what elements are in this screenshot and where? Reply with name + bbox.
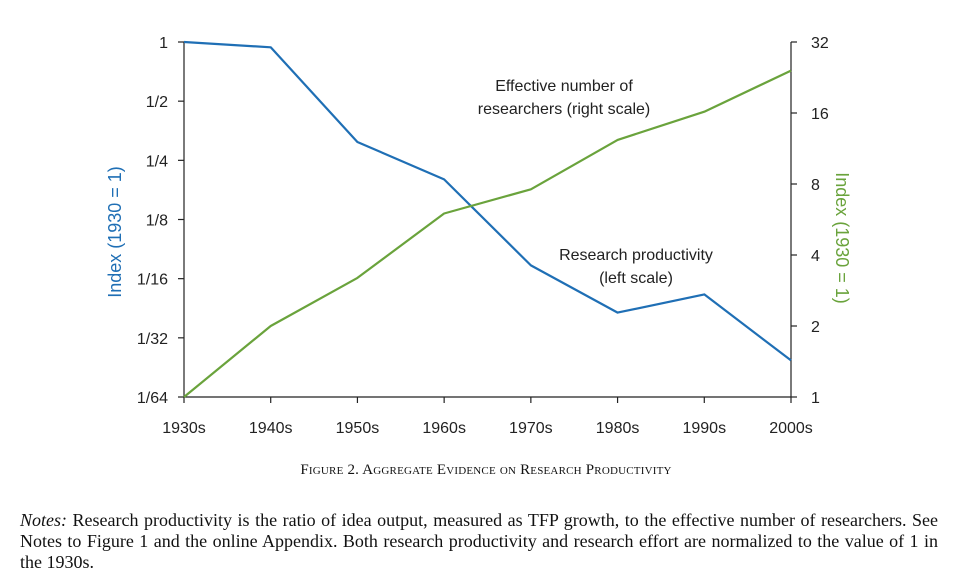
effective-researchers-line — [183, 69, 792, 398]
left-tick-label: 1 — [159, 35, 168, 52]
chart: 1 1/2 1/4 1/8 1/16 1/32 1/64 1 2 4 8 16 32 1930s 1940s… — [105, 35, 852, 437]
figure-notes: Notes: Research productivity is the rati… — [20, 510, 938, 573]
x-tick-label: 1930s — [162, 420, 206, 437]
axis-titles: Index (1930 = 1) Index (1930 = 1) — [105, 166, 852, 304]
x-tick-label: 1960s — [422, 420, 466, 437]
series-layer — [183, 40, 792, 398]
right-tick-label: 32 — [811, 35, 829, 52]
annotations: Research productivity (left scale) Effecti… — [478, 78, 713, 287]
left-tick-label: 1/16 — [137, 272, 168, 289]
left-axis-title: Index (1930 = 1) — [105, 166, 125, 298]
right-axis-title: Index (1930 = 1) — [832, 172, 852, 304]
right-tick-label: 16 — [811, 106, 829, 123]
researchers-annotation: researchers (right scale) — [478, 101, 651, 118]
right-tick-label: 4 — [811, 248, 820, 265]
left-tick-label: 1/32 — [137, 331, 168, 348]
left-tick-label: 1/64 — [137, 390, 168, 407]
research-productivity-line — [183, 40, 792, 362]
ticks: 1 1/2 1/4 1/8 1/16 1/32 1/64 1 2 4 8 16 32 1930s 1940s… — [137, 35, 829, 437]
figure-caption: Figure 2. Aggregate Evidence on Research… — [300, 462, 672, 478]
x-tick-label: 1950s — [336, 420, 380, 437]
productivity-annotation: Research productivity — [559, 247, 713, 264]
notes-text: Research productivity is the ratio of id… — [20, 510, 938, 572]
left-tick-label: 1/4 — [146, 153, 168, 170]
x-tick-label: 1990s — [682, 420, 726, 437]
x-tick-label: 1940s — [249, 420, 293, 437]
x-tick-label: 2000s — [769, 420, 813, 437]
left-tick-label: 1/2 — [146, 94, 168, 111]
left-tick-label: 1/8 — [146, 213, 168, 230]
right-tick-label: 8 — [811, 177, 820, 194]
productivity-annotation: (left scale) — [599, 270, 673, 287]
notes-label: Notes: — [20, 510, 67, 530]
right-tick-label: 2 — [811, 319, 820, 336]
right-tick-label: 1 — [811, 390, 820, 407]
axes — [183, 42, 792, 398]
researchers-annotation: Effective number of — [495, 78, 633, 95]
x-tick-label: 1980s — [596, 420, 640, 437]
x-tick-label: 1970s — [509, 420, 553, 437]
